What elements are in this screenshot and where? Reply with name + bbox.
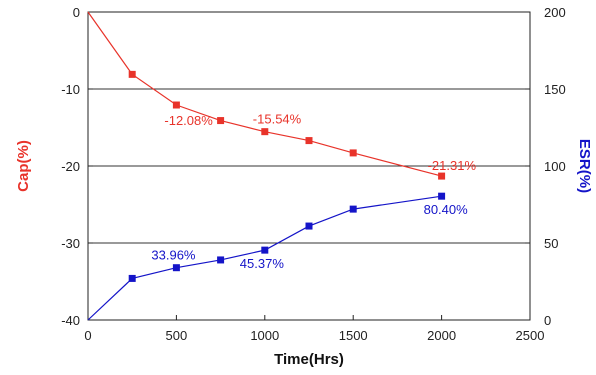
series-1-point bbox=[217, 256, 225, 264]
left-tick-label: 0 bbox=[73, 5, 80, 20]
right-tick-label: 50 bbox=[544, 236, 558, 251]
series-1-point bbox=[438, 192, 446, 200]
series-1-point bbox=[172, 264, 180, 272]
data-label: -12.08% bbox=[164, 113, 213, 128]
series-0-point bbox=[261, 128, 269, 136]
series-layer bbox=[87, 11, 446, 321]
series-1-point bbox=[128, 274, 136, 282]
axis-ticks: 0 500 1000 1500 2000 25000-10-20-30-402001501… bbox=[61, 5, 566, 343]
annotation-layer: -12.08% -15.54% -21.31% 33.96% 45.37% 80.40% bbox=[151, 112, 476, 271]
left-tick-label: -30 bbox=[61, 236, 80, 251]
x-tick-label: 1500 bbox=[339, 328, 368, 343]
series-0-point bbox=[349, 149, 357, 157]
grid-lines bbox=[88, 88, 530, 244]
data-label: -15.54% bbox=[253, 112, 302, 127]
series-0-point bbox=[305, 137, 313, 145]
series-0-point bbox=[438, 172, 446, 180]
right-tick-label: 150 bbox=[544, 82, 566, 97]
left-axis-title: Cap(%) bbox=[15, 140, 32, 192]
series-line-1 bbox=[87, 195, 442, 321]
x-tick-label: 0 bbox=[84, 328, 91, 343]
series-1-point bbox=[261, 246, 269, 254]
right-tick-label: 200 bbox=[544, 5, 566, 20]
series-line-0 bbox=[87, 11, 442, 177]
x-tick-label: 2000 bbox=[427, 328, 456, 343]
right-tick-label: 0 bbox=[544, 313, 551, 328]
series-0-point bbox=[128, 70, 136, 78]
series-0-point bbox=[172, 101, 180, 109]
data-label: 33.96% bbox=[151, 248, 196, 263]
right-tick-label: 100 bbox=[544, 159, 566, 174]
left-tick-label: -10 bbox=[61, 82, 80, 97]
series-1-point bbox=[349, 205, 357, 213]
data-label: -21.31% bbox=[428, 158, 477, 173]
series-1-point bbox=[305, 222, 313, 230]
x-axis-title: Time(Hrs) bbox=[274, 351, 344, 368]
data-label: 80.40% bbox=[424, 202, 469, 217]
left-tick-label: -40 bbox=[61, 313, 80, 328]
series-0-point bbox=[217, 117, 225, 125]
data-label: 45.37% bbox=[240, 256, 285, 271]
x-tick-label: 2500 bbox=[516, 328, 545, 343]
right-axis-title: ESR(%) bbox=[576, 139, 593, 193]
left-tick-label: -20 bbox=[61, 159, 80, 174]
x-tick-label: 1000 bbox=[250, 328, 279, 343]
x-tick-label: 500 bbox=[166, 328, 188, 343]
